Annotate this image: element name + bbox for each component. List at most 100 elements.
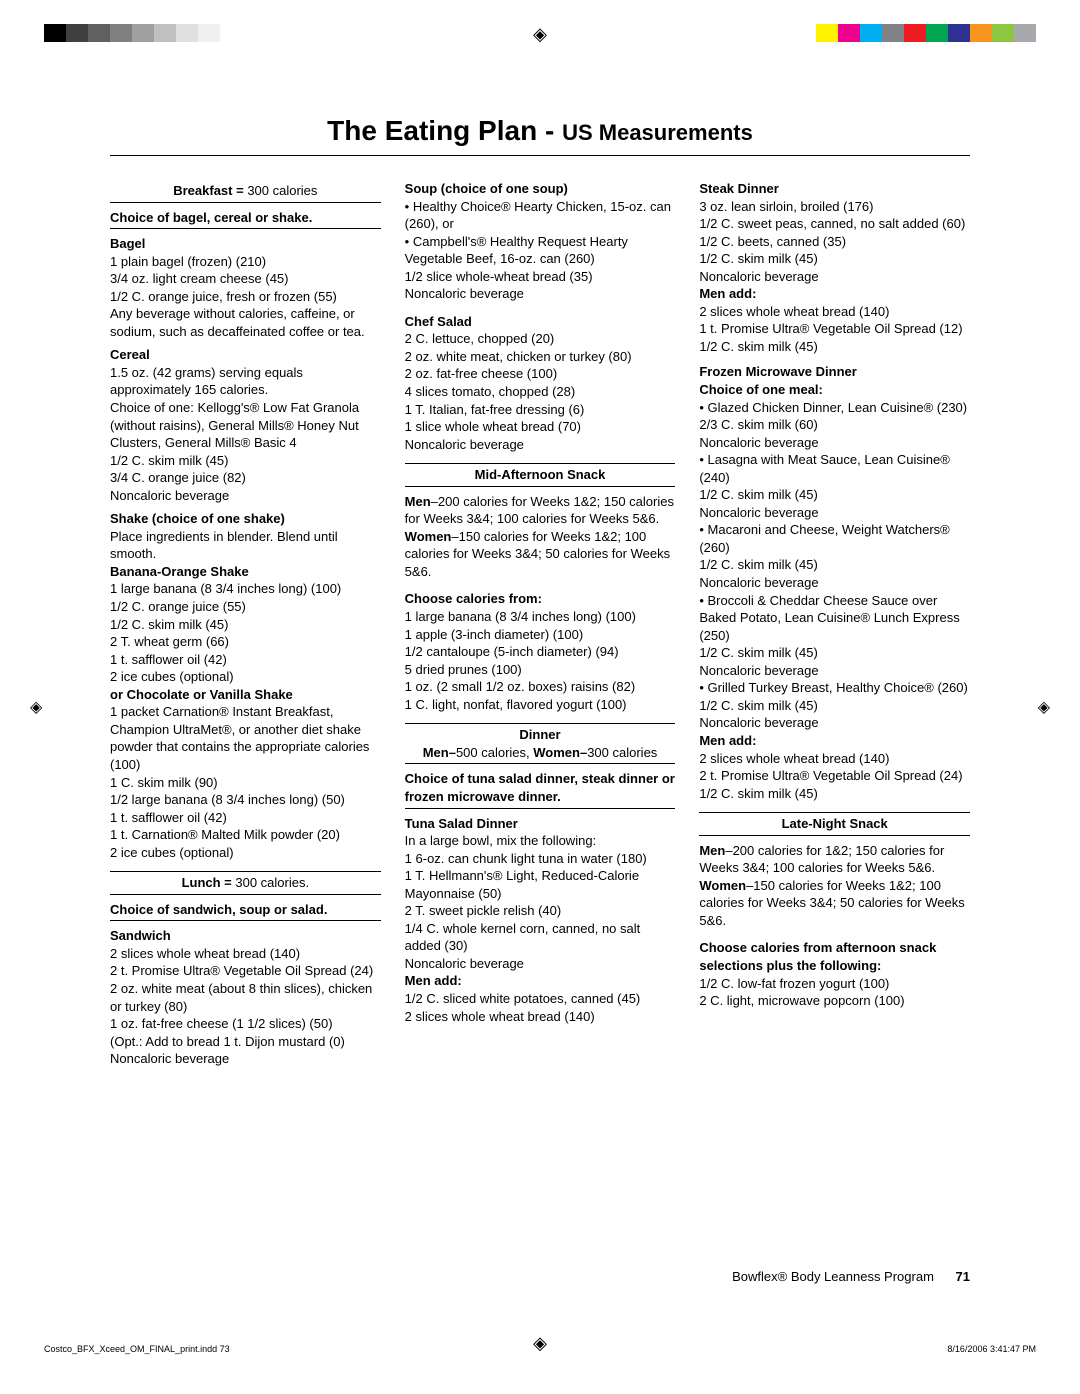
lunch-choice: Choice of sandwich, soup or salad.	[110, 901, 381, 922]
body-line: Noncaloric beverage	[405, 436, 676, 454]
body-line: 1/2 C. orange juice, fresh or frozen (55…	[110, 288, 381, 306]
body-line: 1/4 C. whole kernel corn, canned, no sal…	[405, 920, 676, 955]
body-line: 2 t. Promise Ultra® Vegetable Oil Spread…	[110, 962, 381, 980]
soup-body: • Healthy Choice® Hearty Chicken, 15-oz.…	[405, 198, 676, 303]
breakfast-heading: Breakfast = 300 calories	[110, 180, 381, 203]
body-line: 1/2 large banana (8 3/4 inches long) (50…	[110, 791, 381, 809]
mid-aft-men: Men–200 calories for Weeks 1&2; 150 calo…	[405, 493, 676, 528]
page-footer: Bowflex® Body Leanness Program 71	[732, 1269, 970, 1284]
body-line: 1.5 oz. (42 grams) serving equals approx…	[110, 364, 381, 399]
column-1: Breakfast = 300 calories Choice of bagel…	[110, 180, 381, 1068]
body-line: 1/2 C. beets, canned (35)	[699, 233, 970, 251]
body-line: 1/2 C. skim milk (45)	[699, 644, 970, 662]
body-line: 3/4 C. orange juice (82)	[110, 469, 381, 487]
body-line: 1 apple (3-inch diameter) (100)	[405, 626, 676, 644]
late-men: Men–200 calories for 1&2; 150 calories f…	[699, 842, 970, 877]
page-content: The Eating Plan - US Measurements Breakf…	[110, 115, 970, 1068]
body-line: 1 large banana (8 3/4 inches long) (100)	[110, 580, 381, 598]
frozen-body: • Glazed Chicken Dinner, Lean Cuisine® (…	[699, 399, 970, 732]
column-2: Soup (choice of one soup) • Healthy Choi…	[405, 180, 676, 1068]
body-line: 2 oz. fat-free cheese (100)	[405, 365, 676, 383]
body-line: 1/2 C. skim milk (45)	[699, 785, 970, 803]
body-line: 2 T. sweet pickle relish (40)	[405, 902, 676, 920]
sandwich-body: 2 slices whole wheat bread (140)2 t. Pro…	[110, 945, 381, 1068]
breakfast-choice: Choice of bagel, cereal or shake.	[110, 209, 381, 230]
body-line: Noncaloric beverage	[699, 714, 970, 732]
body-line: Noncaloric beverage	[405, 285, 676, 303]
body-line: 2 C. lettuce, chopped (20)	[405, 330, 676, 348]
body-line: 1/2 cantaloupe (5-inch diameter) (94)	[405, 643, 676, 661]
page-title: The Eating Plan - US Measurements	[110, 115, 970, 147]
body-line: 2 t. Promise Ultra® Vegetable Oil Spread…	[699, 767, 970, 785]
print-file: Costco_BFX_Xceed_OM_FINAL_print.indd 73	[44, 1344, 230, 1354]
page-number: 71	[956, 1269, 970, 1284]
body-line: 1 slice whole wheat bread (70)	[405, 418, 676, 436]
frozen-men-body: 2 slices whole wheat bread (140)2 t. Pro…	[699, 750, 970, 803]
lunch-heading: Lunch = 300 calories.	[110, 871, 381, 895]
body-line: • Campbell's® Healthy Request Hearty Veg…	[405, 233, 676, 268]
shake-heading: Shake (choice of one shake)	[110, 510, 381, 528]
bagel-body: 1 plain bagel (frozen) (210)3/4 oz. ligh…	[110, 253, 381, 341]
sandwich-heading: Sandwich	[110, 927, 381, 945]
body-line: 1/2 C. low-fat frozen yogurt (100)	[699, 975, 970, 993]
body-line: 2 slices whole wheat bread (140)	[699, 750, 970, 768]
body-line: Noncaloric beverage	[699, 434, 970, 452]
body-line: 1 T. Hellmann's® Light, Reduced-Calorie …	[405, 867, 676, 902]
registration-mark-top: ◈	[533, 24, 547, 45]
cereal-body: 1.5 oz. (42 grams) serving equals approx…	[110, 364, 381, 504]
steak-heading: Steak Dinner	[699, 180, 970, 198]
body-line: Noncaloric beverage	[699, 504, 970, 522]
body-line: 1 C. skim milk (90)	[110, 774, 381, 792]
body-line: 2 slices whole wheat bread (140)	[699, 303, 970, 321]
body-line: 1 t. safflower oil (42)	[110, 651, 381, 669]
mid-aft-women: Women–150 calories for Weeks 1&2; 100 ca…	[405, 528, 676, 581]
body-line: 1/2 C. sweet peas, canned, no salt added…	[699, 215, 970, 233]
late-night-heading: Late-Night Snack	[699, 812, 970, 836]
color-bar-right	[816, 24, 1036, 42]
body-line: 1/2 C. skim milk (45)	[699, 338, 970, 356]
tuna-men-body: 1/2 C. sliced white potatoes, canned (45…	[405, 990, 676, 1025]
body-line: 1/2 C. skim milk (45)	[110, 616, 381, 634]
body-line: Noncaloric beverage	[110, 1050, 381, 1068]
body-line: 1 oz. fat-free cheese (1 1/2 slices) (50…	[110, 1015, 381, 1033]
body-line: 1/2 C. sliced white potatoes, canned (45…	[405, 990, 676, 1008]
banana-shake-body: 1 large banana (8 3/4 inches long) (100)…	[110, 580, 381, 685]
steak-men-add: Men add:	[699, 285, 970, 303]
body-line: 1 large banana (8 3/4 inches long) (100)	[405, 608, 676, 626]
body-line: 1 6-oz. can chunk light tuna in water (1…	[405, 850, 676, 868]
choose-body: 1 large banana (8 3/4 inches long) (100)…	[405, 608, 676, 713]
body-line: 2 oz. white meat, chicken or turkey (80)	[405, 348, 676, 366]
body-line: 2/3 C. skim milk (60)	[699, 416, 970, 434]
registration-mark-left: ◈	[30, 697, 42, 717]
body-line: Noncaloric beverage	[110, 487, 381, 505]
body-line: 1/2 C. skim milk (45)	[699, 697, 970, 715]
body-line: 2 ice cubes (optional)	[110, 668, 381, 686]
body-line: Noncaloric beverage	[699, 268, 970, 286]
body-line: • Broccoli & Cheddar Cheese Sauce over B…	[699, 592, 970, 645]
body-line: 1 C. light, nonfat, flavored yogurt (100…	[405, 696, 676, 714]
bagel-heading: Bagel	[110, 235, 381, 253]
body-line: 1/2 C. skim milk (45)	[699, 486, 970, 504]
cereal-heading: Cereal	[110, 346, 381, 364]
dinner-choice: Choice of tuna salad dinner, steak dinne…	[405, 770, 676, 808]
body-line: 3 oz. lean sirloin, broiled (176)	[699, 198, 970, 216]
tuna-men-add: Men add:	[405, 972, 676, 990]
banana-shake-heading: Banana-Orange Shake	[110, 563, 381, 581]
body-line: • Lasagna with Meat Sauce, Lean Cuisine®…	[699, 451, 970, 486]
frozen-choice: Choice of one meal:	[699, 381, 970, 399]
body-line: Noncaloric beverage	[405, 955, 676, 973]
body-line: Choice of one: Kellogg's® Low Fat Granol…	[110, 399, 381, 452]
body-line: 1 T. Italian, fat-free dressing (6)	[405, 401, 676, 419]
body-line: 2 slices whole wheat bread (140)	[110, 945, 381, 963]
body-line: • Grilled Turkey Breast, Healthy Choice®…	[699, 679, 970, 697]
mid-afternoon-heading: Mid-Afternoon Snack	[405, 463, 676, 487]
body-line: 1 plain bagel (frozen) (210)	[110, 253, 381, 271]
tuna-heading: Tuna Salad Dinner	[405, 815, 676, 833]
body-line: 1/2 slice whole-wheat bread (35)	[405, 268, 676, 286]
choc-shake-heading: or Chocolate or Vanilla Shake	[110, 686, 381, 704]
soup-heading: Soup (choice of one soup)	[405, 180, 676, 198]
body-line: 1 t. safflower oil (42)	[110, 809, 381, 827]
frozen-heading: Frozen Microwave Dinner	[699, 363, 970, 381]
title-main: The Eating Plan -	[327, 115, 562, 146]
column-3: Steak Dinner 3 oz. lean sirloin, broiled…	[699, 180, 970, 1068]
